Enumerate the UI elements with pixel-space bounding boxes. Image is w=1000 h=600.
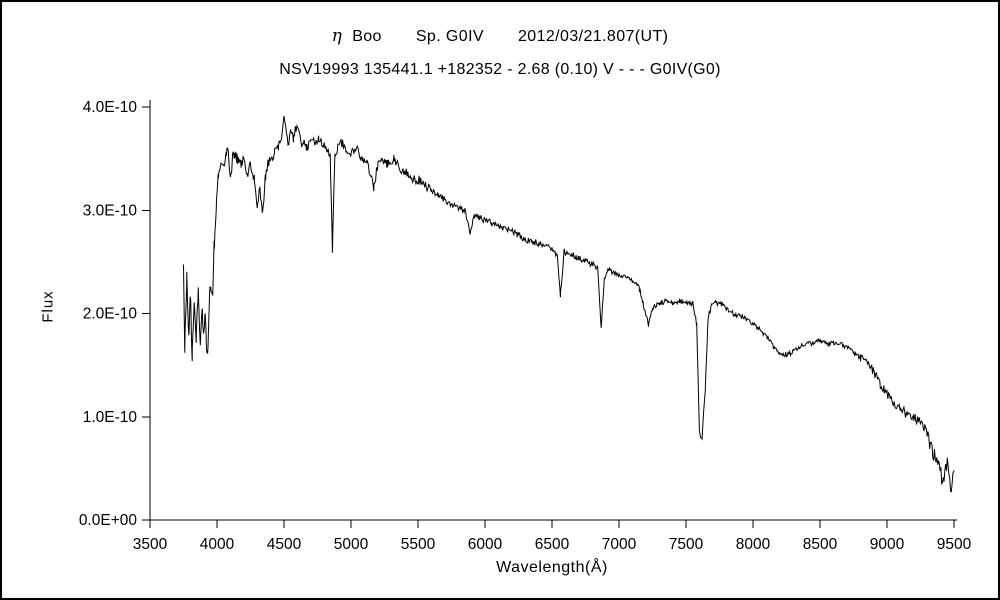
x-tick-label: 3500	[133, 536, 168, 553]
x-tick-label: 6000	[468, 536, 503, 553]
x-axis-label: Wavelength(Å)	[496, 559, 608, 576]
tick-marks	[142, 106, 955, 528]
chart-title-star-name: Boo	[352, 28, 382, 45]
x-tick-label: 8000	[736, 536, 771, 553]
axes	[149, 100, 957, 521]
x-tick-label: 9500	[937, 536, 972, 553]
spectrum-line	[183, 115, 955, 493]
y-tick-label: 1.0E-10	[83, 409, 138, 426]
y-tick-label: 3.0E-10	[83, 202, 138, 219]
header: η Boo Sp. G0IV 2012/03/21.807(UT) NSV19993 …	[2, 26, 998, 79]
chart-title-greek-letter: η	[331, 26, 343, 46]
x-tick-label: 7500	[669, 536, 704, 553]
y-axis-label: Flux	[39, 290, 57, 323]
x-tick-label: 9000	[870, 536, 905, 553]
chart-title-spectral-type: Sp. G0IV	[415, 28, 484, 45]
x-tick-label: 8500	[803, 536, 838, 553]
x-tick-label: 5000	[334, 536, 369, 553]
x-tick-label: 4500	[267, 536, 302, 553]
y-tick-label: 0.0E+00	[79, 512, 138, 529]
x-tick-label: 7000	[602, 536, 637, 553]
y-tick-label: 4.0E-10	[83, 99, 138, 116]
x-tick-label: 5500	[401, 536, 436, 553]
x-tick-label: 6500	[535, 536, 570, 553]
chart-subtitle: NSV19993 135441.1 +182352 - 2.68 (0.10) …	[279, 61, 721, 78]
chart-title-date: 2012/03/21.807(UT)	[517, 28, 669, 45]
y-tick-label: 2.0E-10	[83, 306, 138, 323]
tick-labels: 3500 4000 4500 5000 5500 6000 6500 7000 7500 8000…	[79, 99, 972, 553]
chart-title: η Boo Sp. G0IV 2012/03/21.807(UT)	[2, 26, 998, 46]
x-tick-label: 4000	[200, 536, 235, 553]
